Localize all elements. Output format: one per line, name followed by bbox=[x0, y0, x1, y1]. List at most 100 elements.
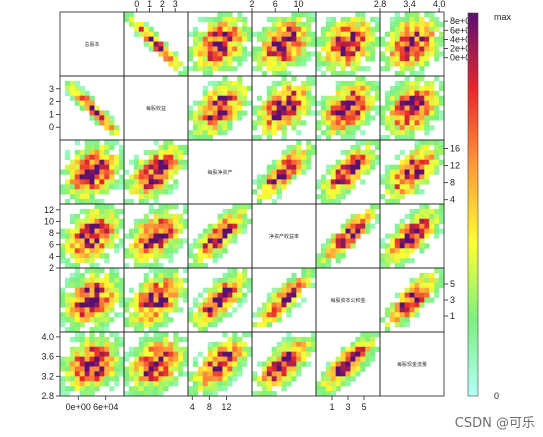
density-cell bbox=[281, 66, 287, 72]
density-cell bbox=[301, 346, 307, 352]
density-cell bbox=[291, 51, 297, 57]
density-cell bbox=[89, 263, 95, 269]
density-cell bbox=[281, 71, 287, 77]
density-cell bbox=[89, 253, 95, 259]
density-cell bbox=[99, 115, 105, 121]
density-cell bbox=[148, 391, 154, 397]
density-cell bbox=[276, 351, 282, 357]
density-cell bbox=[360, 346, 366, 352]
density-cell bbox=[114, 371, 120, 377]
density-cell bbox=[158, 356, 164, 362]
density-cell bbox=[291, 287, 297, 293]
density-cell bbox=[256, 381, 263, 387]
density-cell bbox=[394, 174, 400, 180]
density-cell bbox=[89, 312, 95, 318]
density-cell bbox=[355, 100, 361, 106]
density-cell bbox=[301, 46, 307, 52]
density-cell bbox=[409, 125, 415, 131]
density-cell bbox=[325, 361, 332, 367]
density-cell bbox=[375, 159, 381, 165]
density-cell bbox=[64, 386, 71, 392]
density-cell bbox=[360, 95, 366, 101]
density-cell bbox=[291, 277, 297, 284]
density-cell bbox=[192, 66, 199, 72]
density-cell bbox=[173, 66, 179, 72]
density-cell bbox=[79, 90, 85, 96]
density-cell bbox=[128, 312, 135, 318]
density-cell bbox=[69, 277, 76, 284]
density-cell bbox=[192, 356, 199, 362]
density-cell bbox=[143, 366, 149, 372]
density-cell bbox=[389, 317, 396, 323]
density-cell bbox=[276, 115, 282, 121]
density-cell bbox=[276, 16, 282, 23]
density-cell bbox=[281, 16, 287, 23]
density-cell bbox=[74, 140, 80, 146]
density-cell bbox=[183, 297, 189, 303]
density-cell bbox=[345, 169, 351, 175]
density-cell bbox=[74, 238, 80, 244]
density-cell bbox=[168, 61, 174, 67]
density-cell bbox=[104, 356, 110, 362]
density-cell bbox=[143, 213, 149, 220]
density-cell bbox=[104, 218, 110, 224]
tick-label: 1 bbox=[49, 109, 54, 119]
density-cell bbox=[439, 36, 445, 42]
density-cell bbox=[434, 36, 440, 42]
density-cell bbox=[99, 366, 105, 372]
density-cell bbox=[74, 292, 80, 298]
density-cell bbox=[286, 341, 292, 348]
density-cell bbox=[311, 12, 317, 18]
density-cell bbox=[434, 100, 440, 106]
density-cell bbox=[261, 105, 268, 111]
density-cell bbox=[271, 361, 277, 367]
density-cell bbox=[197, 115, 204, 121]
density-cell bbox=[261, 61, 268, 67]
density-cell bbox=[325, 371, 332, 377]
density-cell bbox=[79, 386, 85, 392]
density-cell bbox=[286, 332, 292, 338]
density-cell bbox=[153, 258, 159, 264]
density-cell bbox=[414, 76, 420, 82]
density-cell bbox=[389, 258, 396, 264]
density-cell bbox=[424, 287, 430, 293]
density-cell bbox=[109, 169, 115, 175]
density-cell bbox=[429, 46, 435, 52]
density-cell bbox=[153, 31, 159, 37]
density-cell bbox=[404, 302, 410, 308]
density-cell bbox=[192, 381, 199, 387]
density-cell bbox=[409, 238, 415, 244]
density-cell bbox=[74, 189, 80, 195]
density-cell bbox=[168, 51, 174, 57]
density-cell bbox=[114, 179, 120, 185]
density-cell bbox=[222, 12, 228, 18]
density-cell bbox=[163, 336, 169, 343]
density-cell bbox=[89, 218, 95, 224]
density-cell bbox=[330, 366, 336, 372]
density-cell bbox=[365, 154, 371, 160]
density-cell bbox=[232, 66, 238, 72]
density-cell bbox=[419, 71, 425, 77]
density-cell bbox=[429, 277, 435, 284]
density-cell bbox=[202, 71, 208, 77]
density-cell bbox=[163, 223, 169, 229]
density-cell bbox=[143, 238, 149, 244]
density-cell bbox=[242, 292, 248, 298]
density-cell bbox=[79, 346, 85, 352]
density-cell bbox=[286, 110, 292, 116]
density-cell bbox=[291, 76, 297, 82]
density-cell bbox=[227, 376, 233, 382]
density-cell bbox=[153, 238, 159, 244]
density-cell bbox=[202, 322, 208, 328]
density-cell bbox=[335, 90, 341, 96]
panel-v4-v2 bbox=[188, 268, 253, 333]
density-cell bbox=[355, 76, 361, 82]
density-cell bbox=[183, 277, 189, 284]
density-cell bbox=[330, 233, 336, 239]
density-cell bbox=[276, 105, 282, 111]
density-cell bbox=[335, 115, 341, 121]
density-cell bbox=[114, 336, 120, 343]
density-cell bbox=[360, 51, 366, 57]
density-cell bbox=[163, 376, 169, 382]
